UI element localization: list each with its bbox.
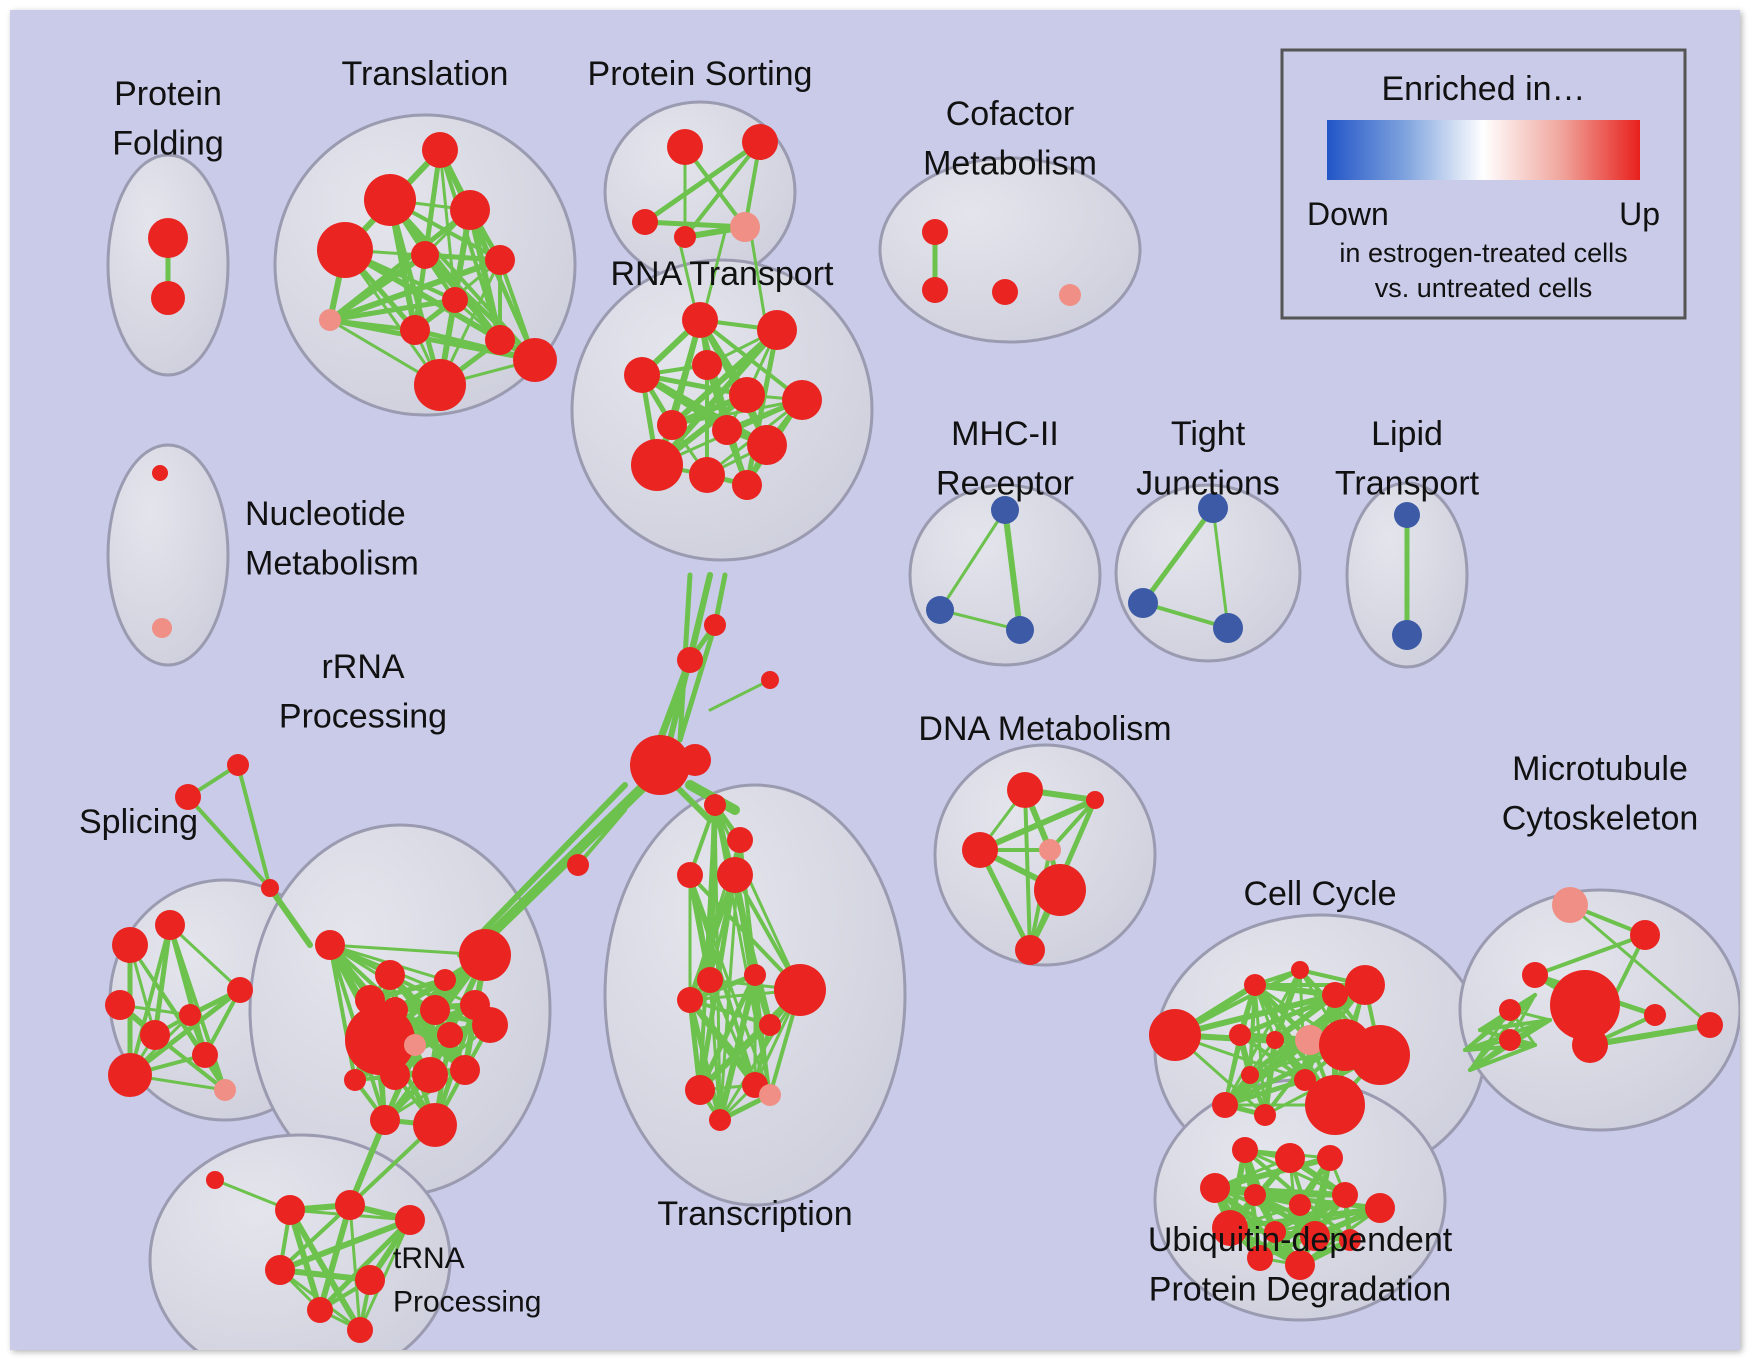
svg-text:Protein Sorting: Protein Sorting bbox=[588, 55, 813, 93]
svg-text:in estrogen-treated cells: in estrogen-treated cells bbox=[1339, 238, 1627, 268]
svg-text:Up: Up bbox=[1619, 196, 1660, 232]
svg-text:Cell Cycle: Cell Cycle bbox=[1243, 875, 1396, 913]
svg-text:Down: Down bbox=[1307, 196, 1389, 232]
svg-text:RNA Transport: RNA Transport bbox=[611, 255, 835, 293]
svg-text:DNA Metabolism: DNA Metabolism bbox=[918, 710, 1171, 748]
svg-text:Transcription: Transcription bbox=[657, 1195, 852, 1233]
svg-text:Enriched in…: Enriched in… bbox=[1381, 70, 1585, 108]
svg-text:Splicing: Splicing bbox=[79, 803, 198, 841]
svg-text:vs. untreated cells: vs. untreated cells bbox=[1375, 273, 1593, 303]
svg-text:Translation: Translation bbox=[342, 55, 509, 93]
